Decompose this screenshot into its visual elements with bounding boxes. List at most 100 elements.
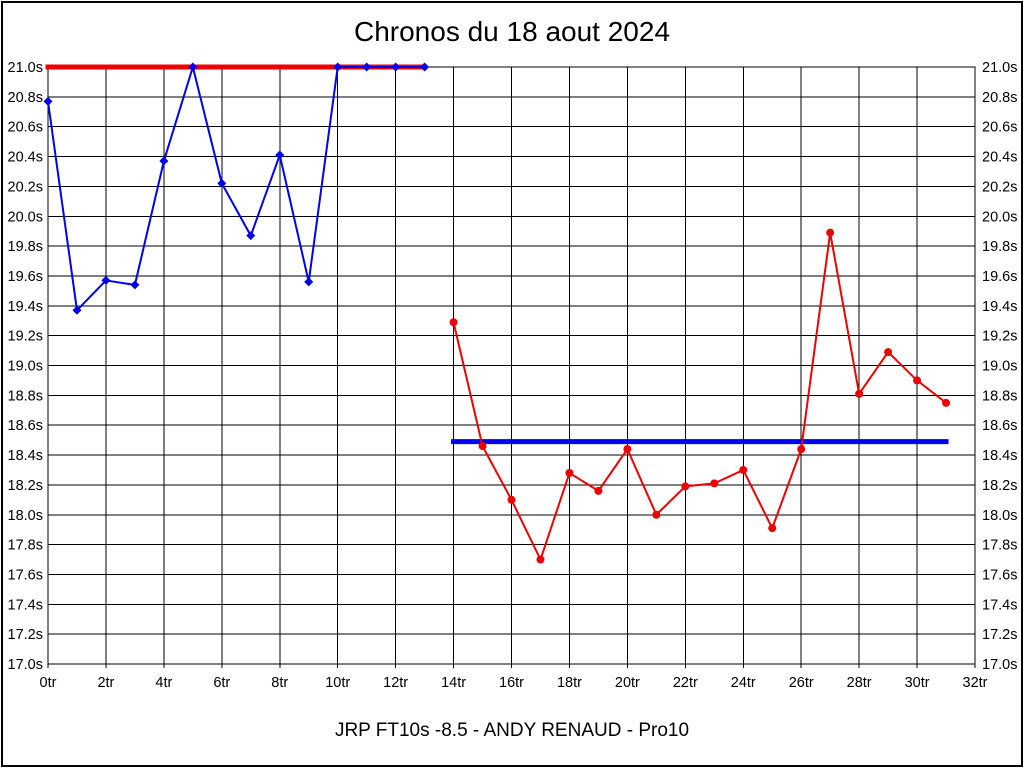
- plot-border: [47, 66, 976, 665]
- y-tick-label-right: 18.4s: [982, 448, 1017, 464]
- chronos-serie-rouge-point: [565, 468, 574, 477]
- y-tick-label-right: 17.8s: [982, 538, 1017, 554]
- x-tick-label: 2tr: [97, 675, 114, 691]
- y-tick-label-right: 19.0s: [982, 359, 1017, 375]
- chronos-serie-bleue: [43, 62, 430, 315]
- x-tick-label: 30tr: [905, 675, 930, 691]
- x-tick-label: 6tr: [213, 675, 230, 691]
- chronos-serie-rouge-point: [826, 228, 835, 237]
- x-tick-label: 16tr: [499, 675, 524, 691]
- chronos-serie-bleue-point: [333, 62, 343, 72]
- chronos-serie-rouge-point: [913, 376, 922, 385]
- x-axis-labels: 0tr 2tr 4tr 6tr 8tr 10tr 12tr 14tr 16tr 18tr 20tr 2…: [40, 675, 988, 691]
- y-tick-label-right: 17.6s: [982, 567, 1017, 583]
- y-tick-label-right: 19.4s: [982, 299, 1017, 315]
- chronos-serie-rouge-point: [942, 398, 951, 407]
- chronos-serie-rouge-point: [768, 524, 777, 533]
- chronos-serie-rouge-point: [623, 445, 632, 454]
- chronos-serie-rouge: [449, 228, 951, 564]
- chronos-serie-bleue-point: [101, 275, 111, 285]
- y-tick-label-left: 20.8s: [8, 90, 43, 106]
- x-tick-label: 26tr: [789, 675, 814, 691]
- x-tick-label: 10tr: [325, 675, 350, 691]
- chronos-serie-rouge-point: [536, 555, 545, 564]
- y-tick-label-right: 19.6s: [982, 269, 1017, 285]
- x-tick-label: 8tr: [271, 675, 288, 691]
- y-tick-label-left: 17.8s: [8, 538, 43, 554]
- chronos-serie-rouge-point: [478, 442, 487, 451]
- chronos-serie-rouge-point: [739, 465, 748, 474]
- chronos-serie-bleue-point: [188, 62, 198, 72]
- y-tick-label-left: 20.6s: [8, 120, 43, 136]
- y-tick-label-right: 18.8s: [982, 388, 1017, 404]
- chronos-serie-rouge-point: [594, 486, 603, 495]
- y-tick-label-right: 17.2s: [982, 627, 1017, 643]
- x-tick-label: 32tr: [963, 675, 988, 691]
- y-tick-label-left: 20.0s: [8, 209, 43, 225]
- y-tick-label-left: 17.4s: [8, 597, 43, 613]
- gridlines: [47, 66, 976, 668]
- y-tick-label-right: 18.0s: [982, 508, 1017, 524]
- y-tick-label-left: 19.6s: [8, 269, 43, 285]
- chronos-serie-bleue-point: [159, 156, 169, 166]
- y-tick-label-left: 19.0s: [8, 359, 43, 375]
- y-tick-label-right: 20.2s: [982, 179, 1017, 195]
- x-tick-label: 18tr: [557, 675, 582, 691]
- y-tick-label-right: 20.8s: [982, 90, 1017, 106]
- y-tick-label-left: 17.0s: [8, 657, 43, 673]
- chronos-serie-rouge-point: [449, 318, 458, 327]
- y-tick-label-left: 19.8s: [8, 239, 43, 255]
- y-tick-label-right: 19.8s: [982, 239, 1017, 255]
- chronos-serie-rouge-point: [681, 482, 690, 491]
- chronos-serie-rouge-point: [507, 495, 516, 504]
- y-tick-label-left: 17.2s: [8, 627, 43, 643]
- y-tick-label-left: 18.2s: [8, 478, 43, 494]
- y-tick-label-right: 20.4s: [982, 150, 1017, 166]
- y-tick-label-left: 17.6s: [8, 567, 43, 583]
- chronos-serie-bleue-point: [391, 62, 401, 72]
- chronos-serie-bleue-point: [217, 178, 227, 188]
- x-tick-label: 24tr: [731, 675, 756, 691]
- x-tick-label: 28tr: [847, 675, 872, 691]
- y-tick-label-left: 21.0s: [8, 60, 43, 76]
- x-tick-label: 20tr: [615, 675, 640, 691]
- y-tick-label-left: 20.2s: [8, 179, 43, 195]
- chronos-serie-bleue-point: [420, 62, 430, 72]
- chronos-serie-bleue-point: [72, 305, 82, 315]
- y-tick-label-left: 18.4s: [8, 448, 43, 464]
- plot-root: 21.0s 21.0s 20.8s 20.8s 20.6s 20.6s 20.4s 20.4s…: [8, 60, 1018, 691]
- y-tick-label-left: 19.4s: [8, 299, 43, 315]
- chronos-serie-rouge-point: [884, 348, 893, 357]
- y-tick-label-right: 18.2s: [982, 478, 1017, 494]
- y-tick-label-right: 21.0s: [982, 60, 1017, 76]
- chronos-serie-bleue-point: [246, 231, 256, 241]
- chronos-serie-bleue-point: [362, 62, 372, 72]
- y-tick-label-right: 17.0s: [982, 657, 1017, 673]
- chronos-serie-rouge-line: [452, 232, 947, 563]
- chronos-serie-rouge-point: [855, 389, 864, 398]
- chronos-serie-bleue-point: [43, 96, 53, 106]
- y-tick-label-right: 19.2s: [982, 329, 1017, 345]
- x-tick-label: 14tr: [441, 675, 466, 691]
- y-tick-label-left: 18.6s: [8, 418, 43, 434]
- y-tick-label-right: 20.6s: [982, 120, 1017, 136]
- chart-title: Chronos du 18 aout 2024: [353, 16, 671, 47]
- y-tick-label-right: 20.0s: [982, 209, 1017, 225]
- chronos-serie-bleue-line: [47, 63, 425, 313]
- chart-footer-label: JRP FT10s -8.5 - ANDY RENAUD - Pro10: [334, 720, 690, 741]
- y-tick-label-left: 19.2s: [8, 329, 43, 345]
- x-tick-label: 0tr: [40, 675, 57, 691]
- x-tick-label: 12tr: [383, 675, 408, 691]
- chronos-serie-rouge-point: [797, 445, 806, 454]
- y-tick-label-right: 17.4s: [982, 597, 1017, 613]
- chronos-serie-rouge-point: [652, 510, 661, 519]
- x-tick-label: 22tr: [673, 675, 698, 691]
- chronos-serie-rouge-point: [710, 479, 719, 488]
- chronos-serie-bleue-point: [275, 150, 285, 160]
- x-tick-label: 4tr: [155, 675, 172, 691]
- y-axis-labels: 21.0s 21.0s 20.8s 20.8s 20.6s 20.6s 20.4s 20.4s…: [8, 60, 1018, 673]
- y-tick-label-left: 20.4s: [8, 150, 43, 166]
- chronos-serie-bleue-point: [130, 280, 140, 290]
